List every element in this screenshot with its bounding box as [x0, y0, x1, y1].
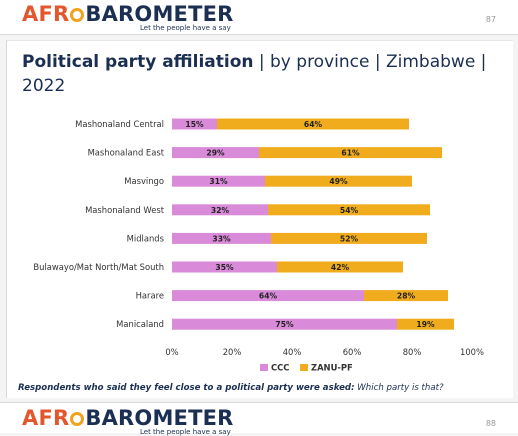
header-bar: AFR BAROMETER Let the people have a say 8…: [0, 0, 518, 35]
bar-segment-ccc: [172, 232, 271, 244]
legend-swatch-ccc: [260, 364, 268, 371]
bar-segment-zanu-pf: [364, 290, 448, 302]
data-label: 15%: [185, 120, 204, 129]
bar-segment-zanu-pf: [397, 318, 454, 330]
data-label: 31%: [209, 177, 228, 186]
footer-bar: AFR BAROMETER Let the people have a say 8…: [0, 402, 518, 436]
data-label: 32%: [211, 206, 230, 215]
category-label: Harare: [136, 291, 164, 301]
data-label: 33%: [212, 234, 231, 243]
data-label: 64%: [304, 120, 323, 129]
afrobarometer-logo: AFR BAROMETER Let the people have a say: [22, 3, 234, 32]
x-tick-label: 100%: [460, 347, 484, 357]
x-tick-label: 40%: [283, 347, 302, 357]
bar-segment-ccc: [172, 204, 268, 216]
logo-tagline: Let the people have a say: [140, 24, 231, 32]
bar-segment-zanu-pf: [271, 232, 427, 244]
logo-tagline-footer: Let the people have a say: [140, 428, 231, 436]
chart-title: Political party affiliation | by provinc…: [22, 50, 502, 98]
category-label: Midlands: [127, 233, 164, 243]
bar-segment-zanu-pf: [265, 175, 412, 187]
bar-segment-ccc: [172, 147, 259, 159]
bar-segment-ccc: [172, 261, 277, 273]
category-label: Mashonaland Central: [75, 119, 164, 129]
bar-segment-ccc: [172, 318, 397, 330]
data-label: 54%: [340, 206, 359, 215]
data-label: 29%: [206, 149, 225, 158]
logo-ring-icon: [70, 412, 85, 426]
chart-title-bold: Political party affiliation: [22, 52, 254, 72]
x-tick-label: 80%: [403, 347, 422, 357]
chart-title-rest: | by province | Zimbabwe | 2022: [22, 52, 487, 96]
data-label: 28%: [397, 292, 416, 301]
x-tick-label: 20%: [223, 347, 242, 357]
category-label: Mashonaland West: [85, 205, 165, 215]
x-tick-label: 0%: [165, 347, 178, 357]
bar-segment-ccc: [172, 175, 265, 187]
page-number: 87: [485, 15, 496, 24]
bar-segment-ccc: [172, 290, 364, 302]
data-label: 52%: [340, 234, 359, 243]
data-label: 64%: [259, 292, 278, 301]
data-label: 19%: [416, 320, 435, 329]
x-tick-label: 60%: [343, 347, 362, 357]
category-label: Masvingo: [124, 176, 164, 186]
data-label: 75%: [275, 320, 294, 329]
category-label: Mashonaland East: [88, 148, 165, 158]
logo-ring-icon: [70, 8, 85, 22]
page-number-footer: 88: [485, 419, 496, 428]
slide-card: [6, 40, 513, 398]
bar-segment-ccc: [172, 118, 217, 130]
logo-wordmark-footer: AFR BAROMETER: [22, 406, 234, 430]
category-label: Manicaland: [116, 319, 164, 329]
logo-wordmark: AFR BAROMETER: [22, 2, 234, 26]
bar-segment-zanu-pf: [217, 118, 409, 130]
category-label: Bulawayo/Mat North/Mat South: [33, 262, 164, 272]
bar-segment-zanu-pf: [259, 147, 442, 159]
data-label: 49%: [329, 177, 348, 186]
bar-segment-zanu-pf: [268, 204, 430, 216]
legend-label: ZANU-PF: [311, 363, 353, 373]
chart-footnote: Respondents who said they feel close to …: [18, 383, 444, 393]
data-label: 35%: [215, 263, 234, 272]
legend-swatch-zanu-pf: [300, 364, 308, 371]
legend-label: CCC: [271, 363, 289, 373]
data-label: 42%: [331, 263, 350, 272]
bar-segment-zanu-pf: [277, 261, 403, 273]
data-label: 61%: [341, 149, 360, 158]
